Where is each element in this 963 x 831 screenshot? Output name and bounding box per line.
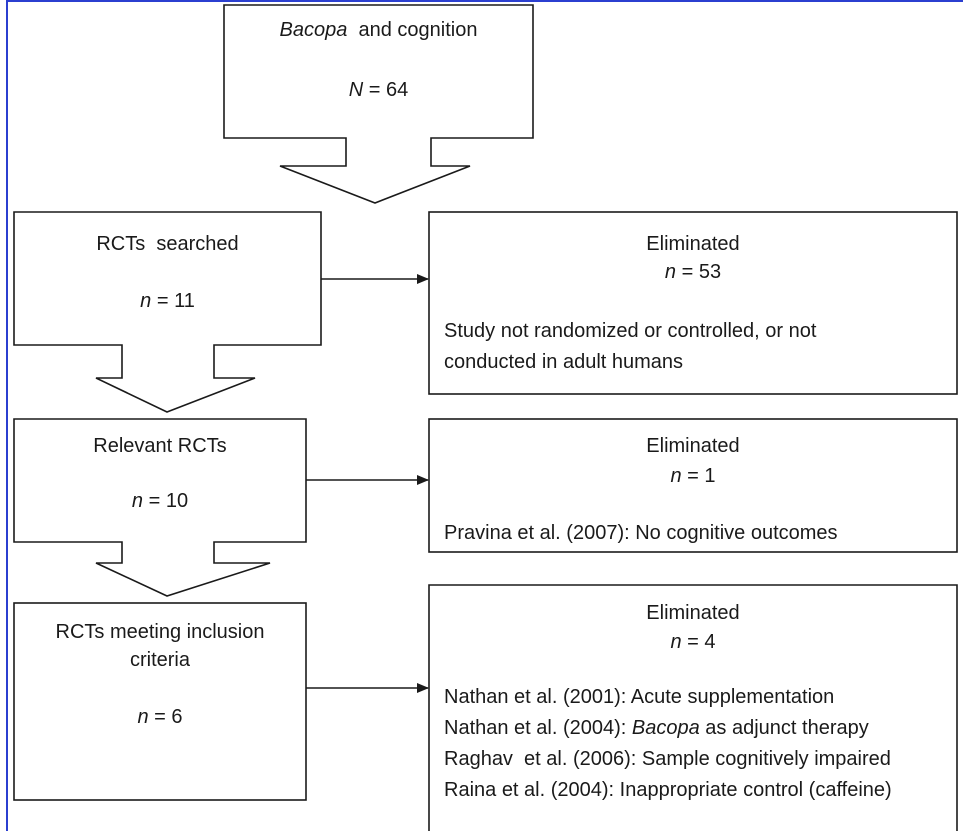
elim3-count: n = 4 — [670, 631, 716, 653]
box3-count: n = 10 — [131, 490, 189, 512]
box3-title: Relevant RCTs — [93, 435, 227, 457]
elim2-reason: Pravina et al. (2007): No cognitive outc… — [444, 522, 838, 544]
box-relevant-rcts — [13, 418, 307, 597]
elim2-count: n = 1 — [670, 465, 716, 487]
elim3-reason-1: Nathan et al. (2001): Acute supplementat… — [444, 686, 835, 708]
elim1-title: Eliminated — [646, 233, 740, 255]
box-bacopa-cognition — [223, 4, 534, 204]
box2-title: RCTs searched — [96, 233, 239, 255]
box4-title-line2: criteria — [129, 649, 190, 671]
elim3-title: Eliminated — [646, 602, 740, 624]
box-eliminated-1 — [428, 418, 958, 553]
box2-count: n = 11 — [140, 290, 195, 312]
elim1-reason-line1: Study not randomized or controlled, or n… — [444, 320, 817, 342]
box-eliminated-4 — [428, 584, 958, 831]
box1-title: Bacopa and cognition — [279, 19, 478, 41]
elim3-reason-4: Raina et al. (2004): Inappropriate contr… — [444, 779, 892, 801]
elim1-reason-line2: conducted in adult humans — [444, 351, 684, 373]
box-rcts-searched — [13, 211, 322, 413]
elim1-count: n = 53 — [664, 261, 722, 283]
box-rcts-inclusion — [13, 602, 307, 801]
box4-title-line1: RCTs meeting inclusion — [55, 621, 265, 643]
elim2-title: Eliminated — [646, 435, 740, 457]
elim3-reason-3: Raghav et al. (2006): Sample cognitively… — [444, 748, 891, 770]
box4-count: n = 6 — [137, 706, 183, 728]
box-eliminated-53 — [428, 211, 958, 395]
box1-count: N = 64 — [348, 79, 409, 101]
figure-frame — [6, 0, 963, 831]
elim3-reason-2: Nathan et al. (2004): Bacopa as adjunct … — [444, 717, 869, 739]
